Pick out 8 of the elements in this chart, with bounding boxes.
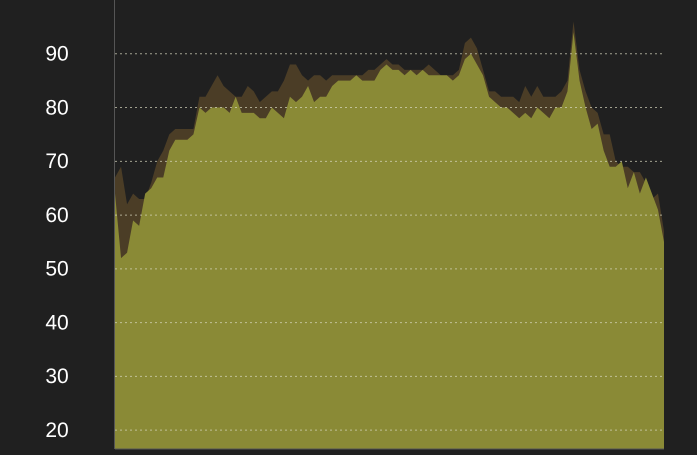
y-tick-label: 50 xyxy=(45,258,69,281)
y-tick-label: 90 xyxy=(45,42,69,66)
y-tick-label: 20 xyxy=(45,418,69,442)
y-tick-label: 40 xyxy=(45,311,69,334)
y-tick-label: 30 xyxy=(45,365,69,388)
y-tick-label: 80 xyxy=(45,96,69,120)
y-tick-label: 70 xyxy=(45,150,69,174)
y-tick-label: 60 xyxy=(45,204,69,227)
